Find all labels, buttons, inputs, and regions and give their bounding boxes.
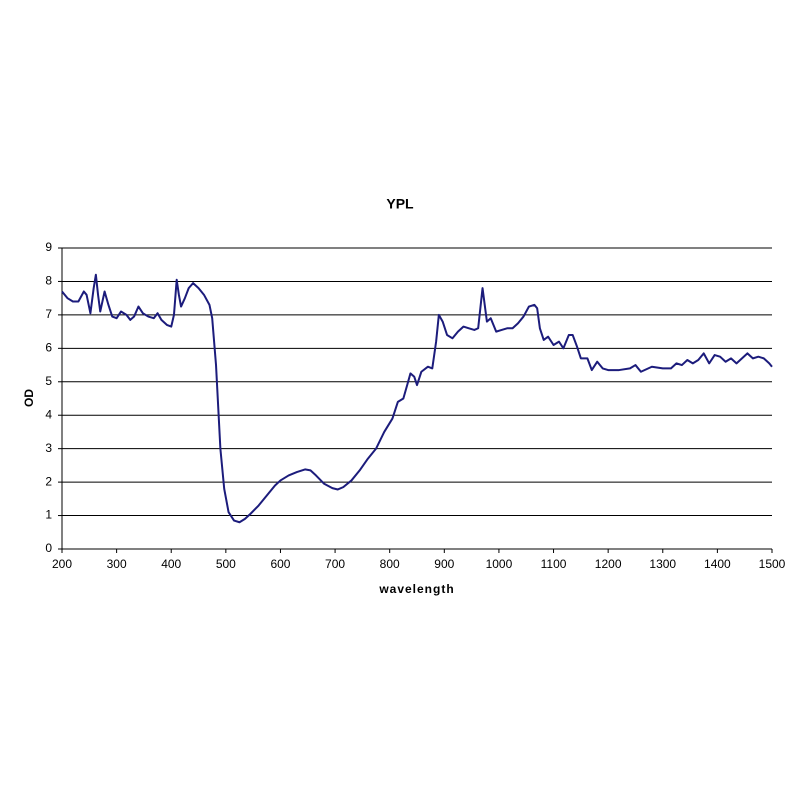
x-axis-label: wavelength: [378, 582, 454, 596]
data-line: [61, 273, 773, 524]
y-tick-label: 0: [45, 541, 52, 555]
x-tick-label: 600: [270, 557, 290, 571]
x-tick-label: 900: [434, 557, 454, 571]
x-tick-label: 1100: [541, 557, 567, 571]
y-tick-label: 9: [45, 240, 52, 254]
y-tick-label: 2: [45, 474, 52, 488]
y-axis-label: OD: [22, 389, 36, 407]
x-tick-label: 1200: [595, 557, 622, 571]
x-tick-label: 1000: [486, 557, 513, 571]
y-tick-label: 6: [45, 341, 52, 355]
y-tick-label: 1: [45, 508, 52, 522]
y-tick-label: 4: [45, 407, 52, 421]
x-tick-label: 1500: [759, 557, 786, 571]
y-tick-label: 7: [45, 307, 52, 321]
x-tick-label: 1300: [649, 557, 676, 571]
y-tick-label: 3: [45, 441, 52, 455]
x-tick-label: 700: [325, 557, 345, 571]
x-tick-label: 1400: [704, 557, 731, 571]
y-tick-label: 5: [45, 374, 52, 388]
x-tick-label: 500: [216, 557, 236, 571]
chart-title: YPL: [386, 196, 414, 212]
x-tick-label: 300: [107, 557, 127, 571]
x-tick-label: 400: [161, 557, 181, 571]
x-tick-label: 200: [52, 557, 72, 571]
y-tick-label: 8: [45, 274, 52, 288]
x-tick-label: 800: [380, 557, 400, 571]
